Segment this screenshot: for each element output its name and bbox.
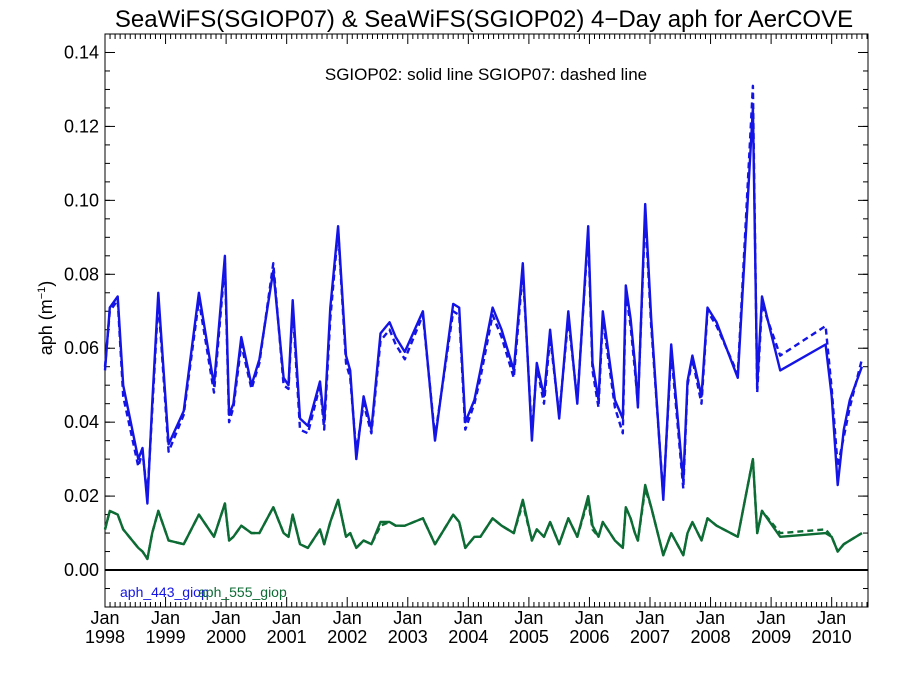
x-tick-label-year: 2007 [630, 627, 670, 647]
x-tick-label-month: Jan [817, 608, 846, 628]
legend-entry-aph_443_giop: aph_443_giop [120, 584, 209, 600]
series-line-aph_443_giop-dashed [103, 84, 864, 498]
x-tick-label-month: Jan [575, 608, 604, 628]
x-tick-label-year: 2005 [509, 627, 549, 647]
x-tick-label-year: 2009 [751, 627, 791, 647]
series-line-aph_555_giop-dashed [103, 457, 863, 561]
x-tick-label-month: Jan [212, 608, 241, 628]
series-line-aph_555_giop-solid [103, 457, 863, 561]
x-tick-label-month: Jan [454, 608, 483, 628]
x-tick-label-month: Jan [757, 608, 786, 628]
x-tick-label-year: 1999 [146, 627, 186, 647]
x-tick-label-year: 2000 [206, 627, 246, 647]
x-tick-label-year: 2004 [448, 627, 488, 647]
plot-frame [104, 33, 869, 608]
x-tick-label-year: 2001 [267, 627, 307, 647]
x-tick-label-year: 2002 [327, 627, 367, 647]
y-axis-label: aph (m−1) [36, 281, 56, 356]
x-tick-label-year: 1998 [85, 627, 125, 647]
x-tick-label-month: Jan [272, 608, 301, 628]
line-style-note: SGIOP02: solid line SGIOP07: dashed line [325, 65, 647, 84]
y-tick-label: 0.08 [64, 264, 99, 284]
chart-title: SeaWiFS(SGIOP07) & SeaWiFS(SGIOP02) 4−Da… [115, 6, 853, 33]
y-tick-label: 0.14 [64, 42, 99, 62]
x-tick-label-month: Jan [333, 608, 362, 628]
x-tick-label-month: Jan [514, 608, 543, 628]
x-tick-label-year: 2008 [691, 627, 731, 647]
y-tick-label: 0.00 [64, 560, 99, 580]
y-tick-label: 0.12 [64, 116, 99, 136]
y-axis-label-unit-exponent: −1 [36, 287, 48, 300]
y-tick-label: 0.04 [64, 412, 99, 432]
x-tick-label-year: 2010 [812, 627, 852, 647]
x-tick-label-month: Jan [635, 608, 664, 628]
y-axis-label-close: ) [36, 281, 56, 287]
x-tick-label-month: Jan [151, 608, 180, 628]
x-tick-label-year: 2003 [388, 627, 428, 647]
y-tick-label: 0.10 [64, 190, 99, 210]
x-tick-label-year: 2006 [569, 627, 609, 647]
x-tick-label-month: Jan [696, 608, 725, 628]
y-tick-label: 0.02 [64, 486, 99, 506]
plot-area: 0.000.020.040.060.080.100.120.14Jan1998J… [64, 33, 869, 647]
x-tick-label-month: Jan [393, 608, 422, 628]
y-tick-label: 0.06 [64, 338, 99, 358]
x-tick-label-month: Jan [90, 608, 119, 628]
y-axis-label-text: aph (m [36, 299, 56, 355]
legend-entry-aph_555_giop: aph_555_giop [198, 584, 287, 600]
